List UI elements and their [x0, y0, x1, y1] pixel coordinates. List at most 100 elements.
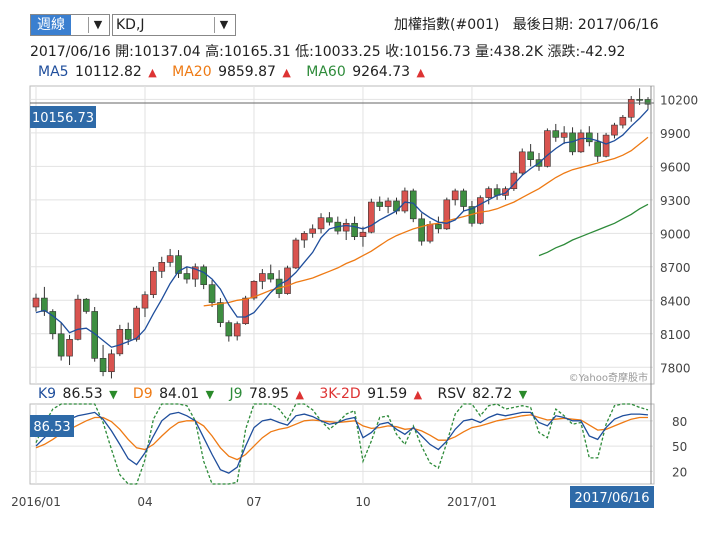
- candle-body: [116, 329, 124, 355]
- index-name: 加權指數(#001): [394, 17, 500, 33]
- candle-body: [317, 217, 325, 230]
- candle-body: [485, 188, 493, 198]
- candle-body: [342, 222, 350, 232]
- candle-body: [32, 297, 40, 308]
- candle-body: [200, 266, 207, 285]
- ma20-label: MA20: [172, 64, 212, 80]
- candle-body: [401, 190, 409, 212]
- candle-body: [99, 358, 107, 373]
- candle-body: [384, 200, 392, 207]
- price-tick-label: 8700: [660, 261, 691, 275]
- candle-body: [627, 99, 635, 118]
- candle-body: [309, 228, 316, 234]
- candle-body: [451, 190, 459, 201]
- candle-body: [66, 339, 73, 357]
- candle-body: [611, 124, 618, 136]
- candle-body: [619, 116, 627, 126]
- ma60-up-icon: ▲: [416, 66, 426, 79]
- ma60-value: 9264.73: [352, 64, 411, 80]
- summary-date: 2017/06/16: [30, 44, 111, 60]
- kd-panel-frame: [29, 403, 655, 485]
- candle-body: [426, 224, 434, 242]
- candle-body: [409, 190, 417, 220]
- candle-body: [275, 278, 283, 294]
- ma5-line: [35, 108, 649, 348]
- summary-low: 低:10033.25: [295, 44, 381, 60]
- candle-body: [150, 270, 157, 296]
- ma5-value: 10112.82: [75, 64, 142, 80]
- candle-body: [376, 201, 384, 207]
- candle-body: [41, 297, 48, 312]
- candle-body: [49, 311, 57, 335]
- candle-body: [586, 132, 593, 143]
- candle-body: [418, 218, 425, 242]
- 3k2d-label: 3K-2D: [319, 386, 361, 402]
- candle-body: [208, 284, 216, 303]
- candle-body: [83, 298, 90, 312]
- candle-body: [133, 307, 140, 340]
- j9-value: 78.95: [248, 386, 290, 402]
- ma-legend: MA5 10112.82 ▲ MA20 9859.87 ▲ MA60 9264.…: [38, 64, 427, 80]
- d9-down-icon: ▼: [205, 388, 215, 401]
- price-tick-label: 9300: [660, 194, 691, 208]
- k9-line: [35, 411, 649, 474]
- price-tick-label: 9000: [660, 227, 691, 241]
- candle-body: [359, 231, 367, 237]
- candle-body: [57, 333, 65, 357]
- ma20-line: [203, 136, 649, 307]
- candle-body: [175, 255, 182, 274]
- candle-body: [518, 151, 526, 174]
- kd-tick-label: 20: [672, 465, 687, 479]
- price-tick-label: 8100: [660, 328, 691, 342]
- time-tick-label: 2017/01: [447, 495, 497, 509]
- price-panel-frame: [29, 85, 655, 385]
- candle-body: [166, 255, 174, 263]
- kd-marker: 86.53: [33, 420, 70, 435]
- candle-body: [158, 262, 166, 272]
- period-select[interactable]: 週線 ▼: [30, 14, 110, 36]
- period-select-value: 週線: [31, 15, 71, 35]
- candle-body: [108, 353, 115, 373]
- candle-body: [74, 298, 82, 340]
- candle-body: [250, 281, 258, 299]
- candle-body: [477, 197, 484, 224]
- date-marker: 2017/06/16: [575, 491, 650, 506]
- chevron-down-icon[interactable]: ▼: [214, 17, 233, 33]
- candle-body: [552, 130, 560, 138]
- candle-body: [602, 134, 610, 157]
- candle-body: [292, 239, 300, 269]
- time-tick-label: 04: [137, 495, 152, 509]
- ma20-value: 9859.87: [218, 64, 276, 80]
- price-marker-box: [30, 106, 96, 128]
- summary-high: 高:10165.31: [205, 44, 291, 60]
- d9-value: 84.01: [159, 386, 200, 402]
- candle-body: [91, 311, 98, 359]
- candle-body: [435, 224, 442, 230]
- candle-body: [594, 141, 601, 157]
- candle-body: [225, 322, 233, 337]
- candle-body: [326, 217, 333, 223]
- candle-body: [233, 323, 241, 337]
- rsv-label: RSV: [437, 386, 466, 402]
- chevron-down-icon[interactable]: ▼: [88, 17, 107, 33]
- k9-value: 86.53: [62, 386, 103, 402]
- rsv-value: 82.72: [472, 386, 513, 402]
- candle-body: [636, 99, 643, 101]
- k9-label: K9: [38, 386, 57, 402]
- summary-open: 開:10137.04: [115, 44, 201, 60]
- candle-body: [544, 130, 551, 167]
- price-tick-label: 7800: [660, 361, 691, 375]
- candle-body: [368, 201, 375, 233]
- indicator-select[interactable]: KD,J ▼: [112, 14, 236, 36]
- candle-body: [300, 233, 308, 241]
- candle-body: [443, 199, 451, 230]
- candle-body: [527, 151, 534, 160]
- kd-legend: K9 86.53 ▼ D9 84.01 ▼ J9 78.95 ▲ 3K-2D 9…: [38, 386, 529, 402]
- summary-volume: 量:438.2K: [475, 44, 544, 60]
- ma20-up-icon: ▲: [282, 66, 291, 79]
- candle-body: [267, 273, 275, 280]
- j9-up-icon: ▲: [295, 388, 304, 401]
- summary-change: 漲跌:-42.92: [547, 44, 626, 60]
- watermark: ©Yahoo奇摩股市: [569, 371, 648, 384]
